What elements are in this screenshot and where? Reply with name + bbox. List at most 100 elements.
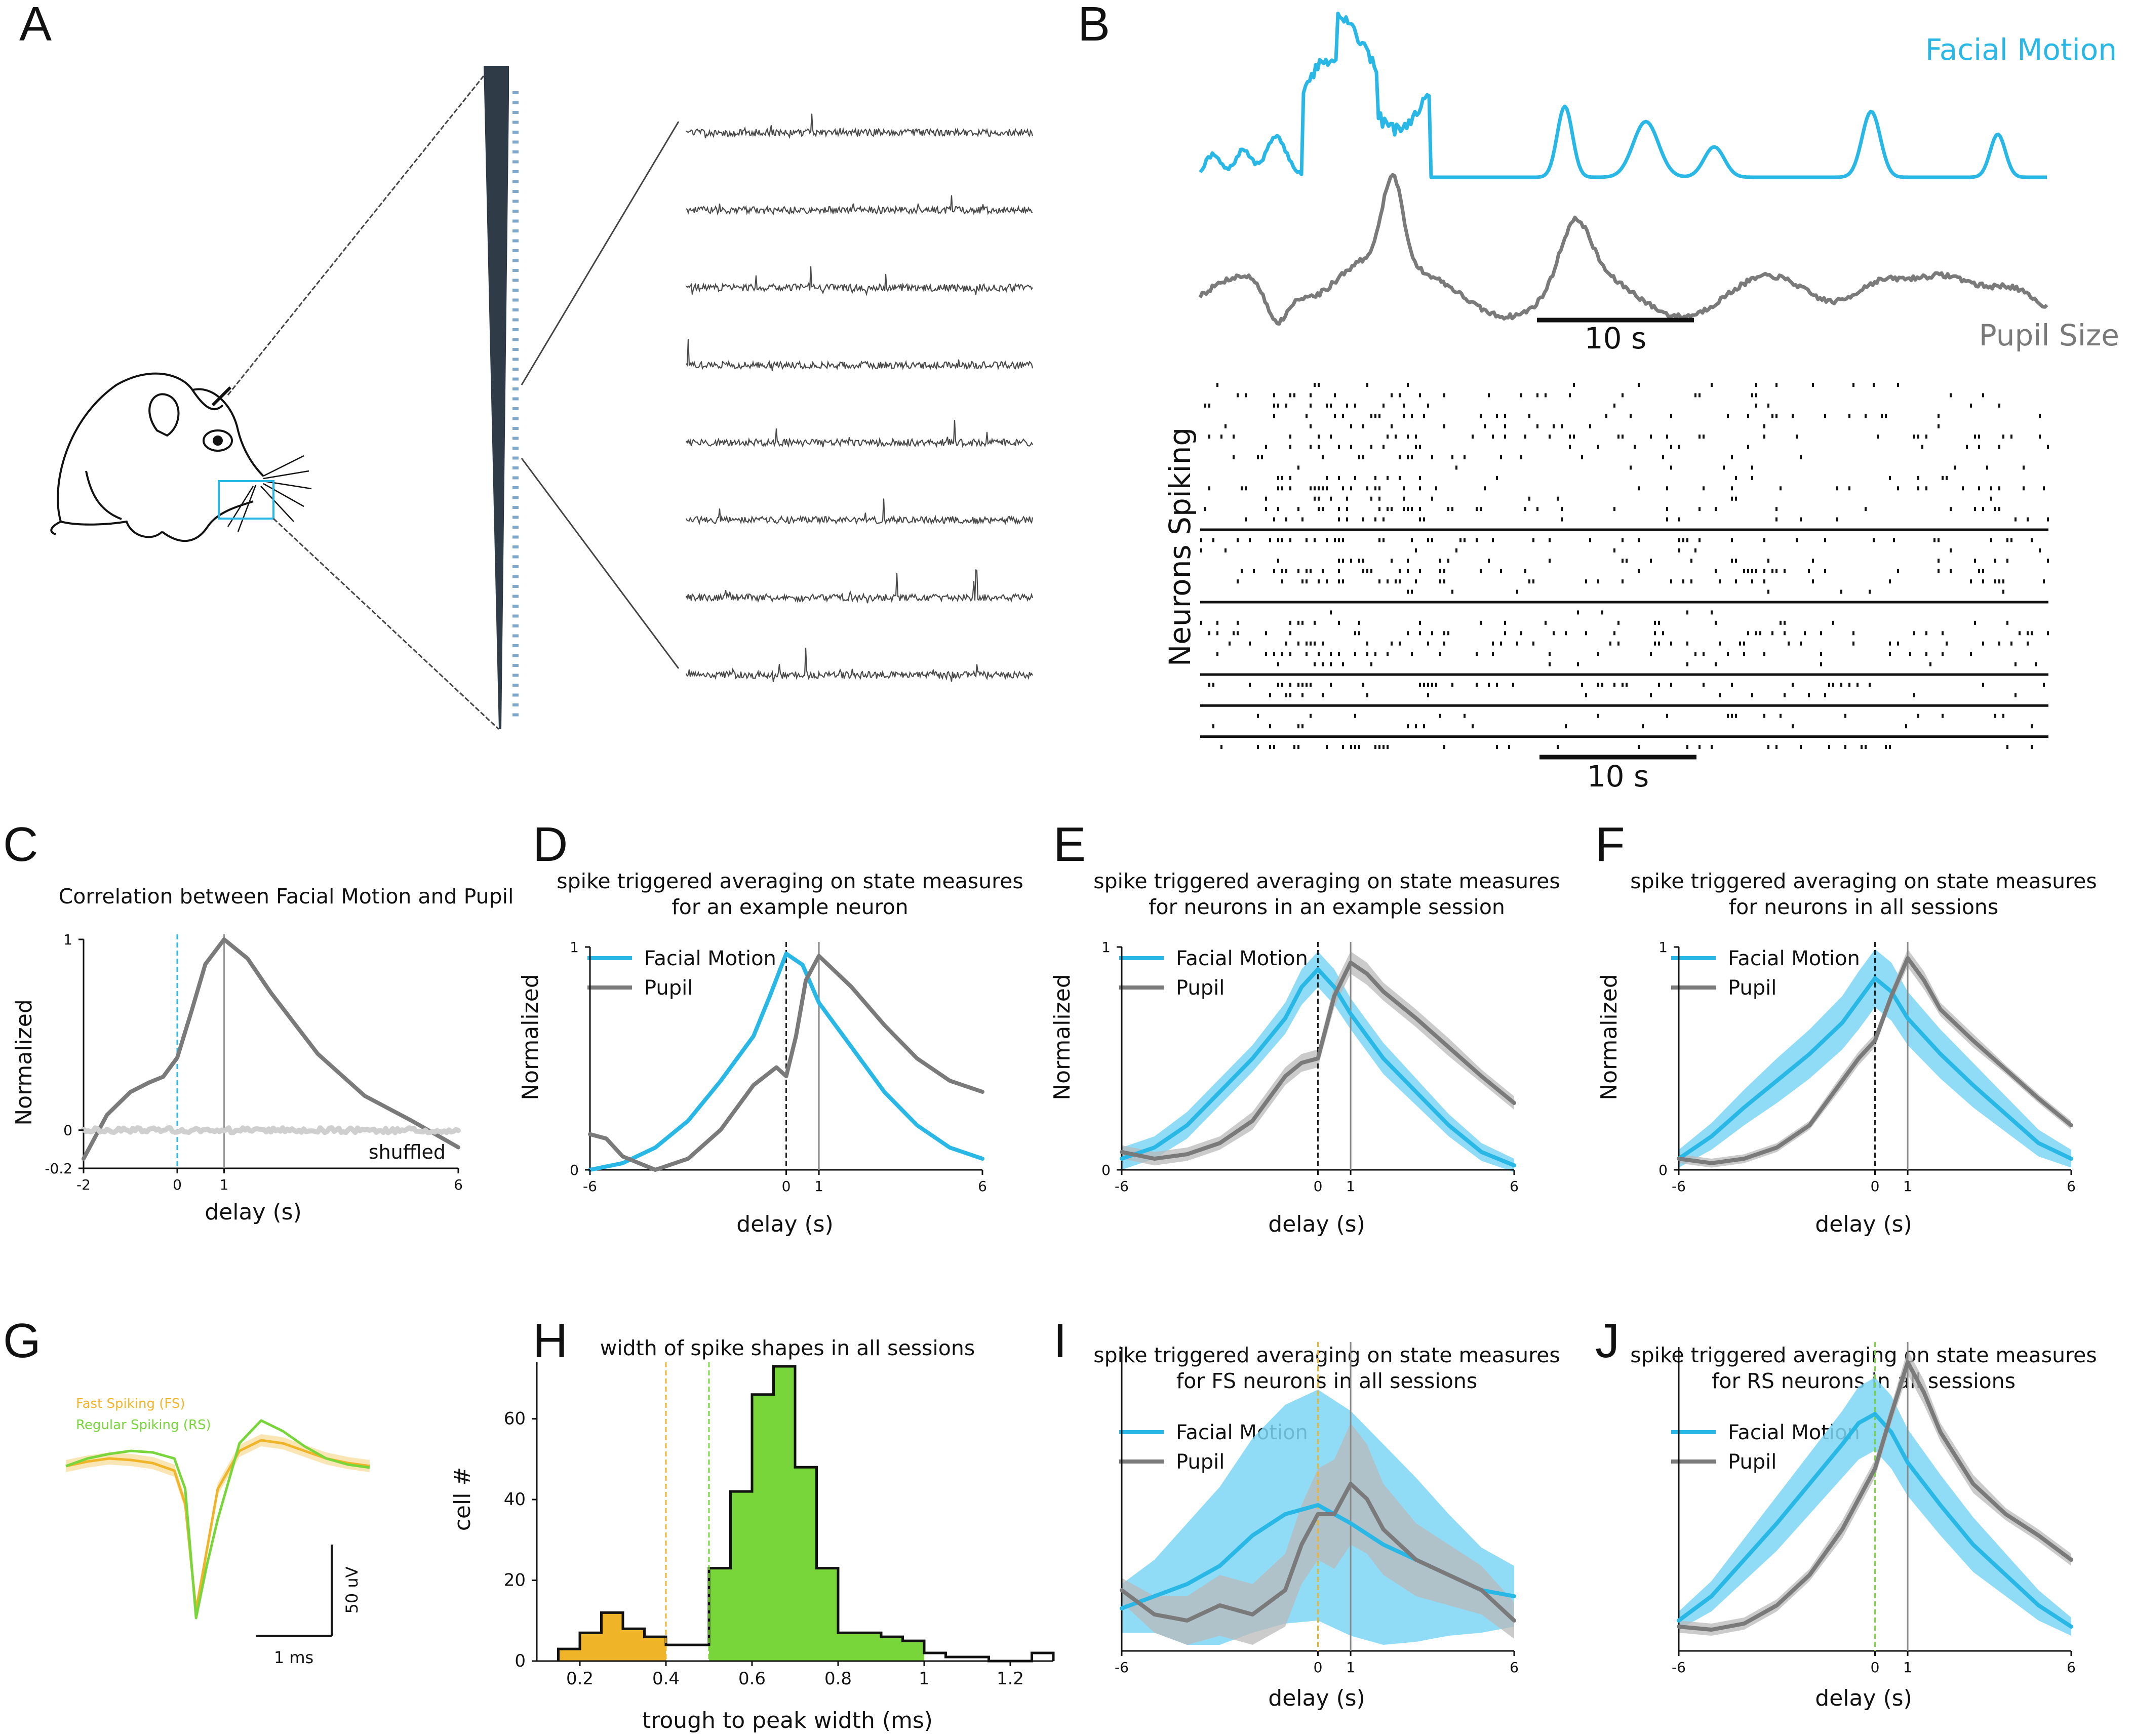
spike-tick bbox=[1403, 496, 1405, 501]
x-tick-label: 0 bbox=[782, 1178, 791, 1195]
face-roi-box bbox=[218, 480, 274, 520]
chart-j: spike triggered averaging on state measu… bbox=[1630, 1342, 2097, 1711]
spike-tick bbox=[1273, 745, 1275, 749]
chart-h-title: width of spike shapes in all sessions bbox=[600, 1336, 975, 1360]
spike-tick bbox=[1362, 683, 1364, 687]
spike-tick bbox=[1642, 724, 1644, 729]
probe-site bbox=[512, 456, 519, 460]
spike-tick bbox=[1524, 435, 1526, 439]
spike-tick bbox=[1994, 714, 1996, 718]
spike-tick bbox=[1431, 455, 1433, 459]
spike-tick bbox=[1378, 507, 1380, 511]
chart-h-ylabel: cell # bbox=[450, 1467, 476, 1531]
probe-site bbox=[512, 111, 519, 114]
spike-tick bbox=[1415, 579, 1417, 584]
spike-tick bbox=[1565, 631, 1567, 636]
spike-tick bbox=[1338, 579, 1340, 584]
spike-tick bbox=[1528, 414, 1530, 418]
spike-tick bbox=[1796, 538, 1798, 542]
spike-tick bbox=[2031, 724, 2033, 729]
spike-tick bbox=[1399, 641, 1401, 646]
spike-tick bbox=[1549, 559, 1551, 563]
spike-tick bbox=[1212, 724, 1214, 729]
x-tick-label: -6 bbox=[1672, 1178, 1686, 1195]
spike-tick bbox=[1289, 476, 1291, 480]
probe-site bbox=[512, 338, 519, 341]
y-tick-label: 0 bbox=[515, 1651, 526, 1671]
spike-tick bbox=[1970, 579, 1972, 584]
series-line-facial-motion bbox=[588, 952, 984, 1172]
chart-f-xlabel: delay (s) bbox=[1815, 1211, 1912, 1237]
spike-tick bbox=[1439, 569, 1441, 573]
spike-tick bbox=[1528, 496, 1530, 501]
spike-tick bbox=[1423, 517, 1425, 522]
spike-tick bbox=[1208, 403, 1210, 408]
spike-tick bbox=[1399, 579, 1401, 584]
spike-tick bbox=[1407, 559, 1409, 563]
spike-tick bbox=[1974, 507, 1976, 511]
spike-tick bbox=[1289, 631, 1291, 636]
spike-tick bbox=[1942, 631, 1944, 636]
spike-tick bbox=[1476, 652, 1478, 656]
histogram-outline bbox=[557, 1365, 1055, 1663]
spike-tick bbox=[1836, 486, 1838, 491]
spike-tick bbox=[1318, 652, 1320, 656]
chart-i-title: spike triggered averaging on state measu… bbox=[1093, 1343, 1560, 1367]
spike-tick bbox=[1354, 476, 1356, 480]
x-tick-label: -6 bbox=[1672, 1659, 1686, 1676]
spike-tick bbox=[1755, 569, 1757, 573]
spike-tick bbox=[1711, 745, 1713, 749]
spike-tick bbox=[1237, 631, 1239, 636]
spike-tick bbox=[1407, 435, 1409, 439]
chart-i-subtitle: for FS neurons in all sessions bbox=[1176, 1369, 1477, 1393]
spike-tick bbox=[1415, 724, 1417, 729]
spike-tick bbox=[1755, 403, 1757, 408]
spike-tick bbox=[1257, 455, 1259, 459]
spike-tick bbox=[1374, 476, 1376, 480]
spike-tick bbox=[1289, 652, 1291, 656]
spike-tick bbox=[1585, 631, 1587, 636]
spike-tick bbox=[1399, 393, 1401, 398]
spike-tick bbox=[1763, 424, 1765, 428]
spike-tick bbox=[1715, 620, 1717, 625]
spike-tick bbox=[1289, 620, 1291, 625]
trace-projection-line-bottom bbox=[521, 458, 680, 669]
spike-tick bbox=[2002, 579, 2004, 584]
probe-site bbox=[512, 180, 519, 183]
spike-tick bbox=[1613, 507, 1615, 511]
histogram-bar bbox=[838, 1633, 860, 1661]
spike-tick bbox=[1366, 641, 1368, 646]
spike-tick bbox=[1970, 652, 1972, 656]
spike-tick bbox=[1314, 486, 1316, 491]
spike-tick bbox=[1638, 569, 1640, 573]
x-tick-label: -2 bbox=[76, 1176, 91, 1193]
spike-tick bbox=[1306, 569, 1308, 573]
x-tick-label: 6 bbox=[1510, 1659, 1519, 1676]
probe-site bbox=[512, 565, 519, 568]
spike-tick bbox=[2027, 517, 2029, 522]
spike-tick bbox=[1658, 683, 1660, 687]
series-line-correlation bbox=[82, 937, 460, 1161]
spike-tick bbox=[1569, 435, 1571, 439]
spike-tick bbox=[1812, 579, 1814, 584]
spike-tick bbox=[1784, 569, 1786, 573]
spike-tick bbox=[1597, 683, 1599, 687]
spike-tick bbox=[1427, 693, 1429, 697]
spike-tick bbox=[1358, 559, 1360, 563]
chart-d-ylabel: Normalized bbox=[518, 974, 543, 1100]
spike-tick bbox=[1435, 683, 1437, 687]
mouse-forelimb bbox=[161, 500, 254, 542]
spike-tick bbox=[1512, 683, 1514, 687]
spike-tick bbox=[1703, 435, 1705, 439]
spike-tick bbox=[1520, 631, 1522, 636]
spike-tick bbox=[1504, 631, 1506, 636]
probe-site bbox=[512, 348, 519, 351]
spike-tick bbox=[1407, 569, 1409, 573]
probe-site bbox=[512, 269, 519, 272]
chart-c: Correlation between Facial Motion and Pu… bbox=[11, 884, 514, 1225]
spike-tick bbox=[1253, 569, 1255, 573]
spike-tick bbox=[1346, 517, 1348, 522]
spike-tick bbox=[1553, 424, 1555, 428]
spike-tick bbox=[1905, 724, 1907, 729]
spike-tick bbox=[1617, 435, 1620, 439]
